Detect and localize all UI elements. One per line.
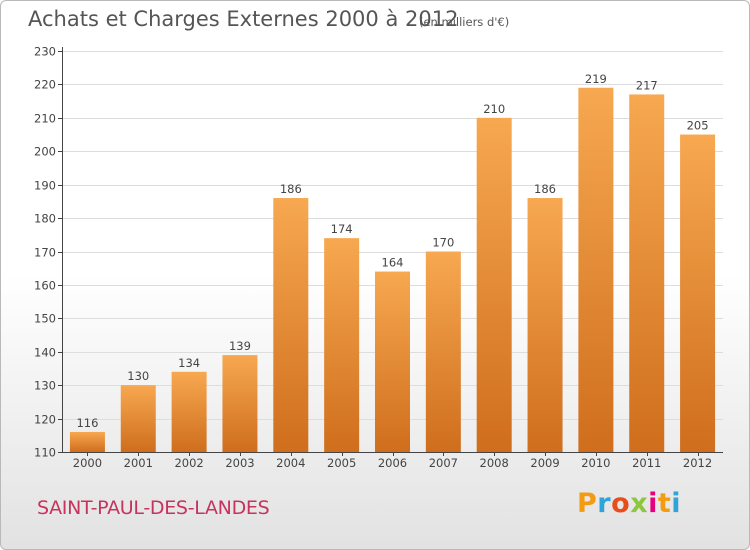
data-label: 217: [636, 78, 658, 92]
x-tick-label: 2010: [581, 456, 610, 470]
x-tick-label: 2007: [429, 456, 458, 470]
bar-2000: [69, 431, 105, 452]
bar-2007: [425, 251, 461, 452]
x-tick-label: 2001: [124, 456, 153, 470]
axes: [58, 47, 723, 456]
bar-2009: [527, 198, 563, 452]
x-tick-label: 2000: [73, 456, 102, 470]
y-tick-label: 160: [34, 279, 56, 293]
y-tick-label: 210: [34, 112, 56, 126]
chart-title: Achats et Charges Externes 2000 à 2012: [28, 7, 459, 31]
bar-2004: [273, 198, 309, 452]
x-tick-label: 2008: [480, 456, 509, 470]
y-tick-label: 220: [34, 78, 56, 92]
data-label: 219: [585, 72, 607, 86]
bar-2005: [324, 238, 360, 452]
x-tick-label: 2005: [327, 456, 356, 470]
bar-2003: [222, 355, 258, 452]
y-tick-label: 130: [34, 379, 56, 393]
data-label: 205: [687, 119, 709, 133]
data-label: 164: [382, 256, 404, 270]
y-tick-label: 120: [34, 413, 56, 427]
data-label: 174: [331, 222, 353, 236]
x-tick-label: 2011: [632, 456, 661, 470]
x-tick-label: 2006: [378, 456, 407, 470]
bars: [69, 87, 716, 453]
x-tick-label: 2009: [530, 456, 559, 470]
data-label: 210: [483, 102, 505, 116]
x-tick-label: 2002: [174, 456, 203, 470]
y-tick-label: 180: [34, 212, 56, 226]
data-label: 139: [229, 339, 251, 353]
data-label: 186: [280, 182, 302, 196]
y-tick-label: 190: [34, 179, 56, 193]
data-label: 116: [76, 416, 98, 430]
x-tick-label: 2012: [683, 456, 712, 470]
x-tick-label: 2003: [225, 456, 254, 470]
bar-2008: [476, 117, 512, 452]
brand-letter: x: [630, 488, 649, 519]
brand-logo: Proxiti: [577, 488, 681, 519]
labels: 110 120 130 140 150 160 170 180 190 200 210 220 230 1…: [34, 45, 712, 471]
y-tick-label: 110: [34, 446, 56, 460]
data-label: 134: [178, 356, 200, 370]
brand-letter: t: [657, 488, 672, 519]
x-tick-label: 2004: [276, 456, 305, 470]
data-label: 130: [127, 369, 149, 383]
location-name: SAINT-PAUL-DES-LANDES: [37, 497, 270, 519]
y-tick-label: 200: [34, 145, 56, 159]
y-tick-label: 170: [34, 246, 56, 260]
bar-2002: [171, 371, 207, 452]
brand-letter: i: [671, 488, 682, 519]
data-label: 186: [534, 182, 556, 196]
brand-letter: o: [611, 488, 631, 519]
brand-letter: i: [648, 488, 658, 519]
y-tick-label: 140: [34, 346, 56, 360]
y-tick-label: 230: [34, 45, 56, 59]
brand-letter: P: [577, 488, 598, 519]
bar-2012: [680, 134, 716, 452]
data-label: 170: [432, 236, 454, 250]
brand-letter: r: [597, 488, 612, 519]
bar-2006: [375, 271, 410, 452]
bar-2010: [578, 87, 614, 452]
bar-2011: [629, 94, 665, 453]
bar-2001: [120, 385, 156, 452]
y-tick-label: 150: [34, 312, 56, 326]
chart-subtitle: (en milliers d'€): [419, 15, 510, 29]
